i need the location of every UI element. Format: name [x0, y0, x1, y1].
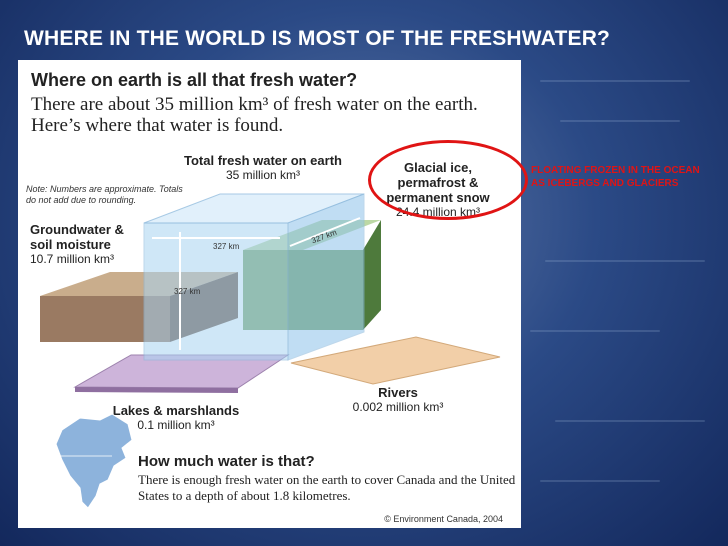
glacial-cube-side	[363, 220, 381, 330]
rivers-label: Rivers 0.002 million km³	[338, 385, 458, 414]
ocean-streak	[560, 120, 680, 122]
total-label: Total fresh water on earth 35 million km…	[178, 153, 348, 182]
rivers-label-name: Rivers	[378, 385, 418, 400]
infographic-subheading: There are about 35 million km³ of fresh …	[31, 94, 478, 136]
copyright: © Environment Canada, 2004	[384, 514, 503, 524]
groundwater-label-name: Groundwater & soil moisture	[30, 222, 124, 252]
rounding-note: Note: Numbers are approximate. Totals do…	[26, 184, 183, 205]
lakes-tile-edge	[75, 387, 238, 393]
ocean-streak	[540, 480, 660, 482]
ocean-streak	[555, 420, 705, 422]
total-label-value: 35 million km³	[225, 168, 300, 182]
height-label: 327 km	[174, 287, 201, 296]
depth-arrow	[289, 217, 361, 247]
groundwater-label: Groundwater & soil moisture 10.7 million…	[30, 222, 140, 266]
total-label-name: Total fresh water on earth	[184, 153, 342, 168]
glacial-highlight-ring	[368, 140, 528, 220]
ocean-streak	[540, 80, 690, 82]
infographic-panel: Where on earth is all that fresh water? …	[18, 60, 521, 528]
ocean-streak	[545, 260, 705, 262]
total-cube-side	[287, 193, 365, 361]
lakes-label-value: 0.1 million km³	[137, 418, 215, 432]
width-label: 327 km	[213, 242, 240, 251]
howmuch-body: There is enough fresh water on the earth…	[138, 472, 516, 503]
rivers-tile	[290, 336, 501, 385]
slide-title: WHERE IN THE WORLD IS MOST OF THE FRESHW…	[24, 27, 611, 50]
infographic-heading: Where on earth is all that fresh water?	[31, 70, 358, 90]
lakes-label: Lakes & marshlands 0.1 million km³	[106, 403, 246, 432]
side-note: FLOATING FROZEN IN THE OCEAN AS ICEBERGS…	[531, 165, 700, 189]
ocean-streak	[530, 330, 660, 332]
north-america-map-icon	[55, 413, 133, 509]
water-volume-diagram	[40, 193, 501, 393]
groundwater-label-value: 10.7 million km³	[30, 252, 115, 266]
rivers-label-value: 0.002 million km³	[352, 400, 444, 414]
lakes-label-name: Lakes & marshlands	[112, 403, 240, 418]
groundwater-slab-front	[40, 296, 170, 342]
howmuch-title: How much water is that?	[138, 453, 315, 470]
